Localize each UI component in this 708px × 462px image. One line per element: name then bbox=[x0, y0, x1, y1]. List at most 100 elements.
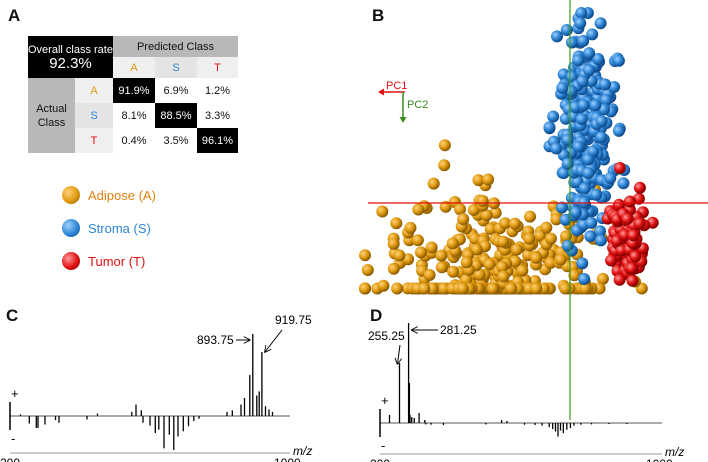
scatter-point-tumor bbox=[625, 262, 638, 275]
scatter-point-stroma bbox=[569, 206, 582, 219]
scatter-point-adipose bbox=[544, 232, 557, 245]
cell-s-t: 3.3% bbox=[204, 109, 231, 122]
scatter-point-stroma bbox=[578, 196, 591, 209]
scatter-point-adipose bbox=[427, 177, 440, 190]
scatter-point-adipose bbox=[497, 270, 510, 283]
scatter-point-adipose bbox=[499, 217, 511, 230]
scatter-point-stroma bbox=[592, 53, 605, 65]
cell-s-a: 8.1% bbox=[121, 109, 147, 122]
pred-t: T bbox=[197, 57, 238, 78]
actual-class-line2: Class bbox=[37, 116, 66, 129]
scatter-point-adipose bbox=[483, 258, 496, 271]
legend-adipose-label: Adipose (A) bbox=[88, 188, 156, 203]
legend-stroma: Stroma (S) bbox=[62, 219, 222, 239]
scatter-point-tumor bbox=[626, 274, 639, 287]
scatter-point-adipose bbox=[390, 217, 403, 230]
scatter-point-tumor bbox=[627, 229, 640, 242]
scatter-point-stroma bbox=[575, 113, 588, 126]
overall-rate-title: Overall class rate bbox=[28, 44, 113, 56]
predicted-class-header: Predicted Class bbox=[113, 36, 238, 57]
scatter-point-stroma bbox=[590, 188, 603, 201]
mz-axis-label: m/z bbox=[293, 444, 312, 458]
scatter-point-adipose bbox=[377, 279, 390, 292]
pc2-arrow-icon bbox=[399, 92, 407, 123]
scatter-point-adipose bbox=[438, 159, 451, 172]
scatter-point-stroma bbox=[595, 131, 608, 144]
scatter-point-tumor bbox=[629, 250, 642, 263]
scatter-point-adipose bbox=[435, 249, 448, 262]
actual-t: T bbox=[75, 128, 113, 153]
spectrum-d: + - 200 1000m/z 255.25 281.25 bbox=[368, 323, 684, 462]
pc1-arrow-icon bbox=[378, 88, 405, 96]
scatter-point-adipose bbox=[361, 264, 374, 276]
scatter-point-adipose bbox=[460, 256, 473, 269]
cell-t-s: 3.5% bbox=[163, 134, 189, 147]
pred-a: A bbox=[113, 57, 155, 78]
cell-s-s: 88.5% bbox=[155, 103, 197, 128]
scatter-point-adipose bbox=[439, 200, 452, 213]
cell-t-a: 0.4% bbox=[121, 134, 147, 147]
tick-label-1000: 1000 bbox=[274, 456, 301, 462]
panel-label-b: B bbox=[372, 6, 385, 25]
scatter-point-stroma bbox=[604, 172, 617, 185]
scatter-point-stroma bbox=[583, 64, 596, 77]
scatter-point-stroma bbox=[560, 24, 573, 36]
negative-sign: - bbox=[11, 431, 15, 446]
scatter-point-tumor bbox=[613, 162, 626, 174]
scatter-point-tumor bbox=[621, 212, 634, 225]
scatter-point-tumor bbox=[632, 192, 645, 205]
scatter-point-adipose bbox=[530, 282, 543, 295]
stroma-ball-icon bbox=[62, 219, 80, 237]
overall-rate-value: 92.3% bbox=[49, 55, 92, 72]
cell-t-t: 96.1% bbox=[197, 128, 238, 153]
scatter-point-tumor bbox=[623, 195, 636, 208]
scatter-point-adipose bbox=[484, 223, 497, 235]
scatter-point-stroma bbox=[557, 167, 570, 179]
scatter-point-stroma bbox=[555, 201, 568, 214]
scatter-point-stroma bbox=[543, 121, 556, 134]
scatter-point-stroma bbox=[608, 81, 621, 93]
scatter-point-adipose bbox=[426, 282, 439, 295]
scatter-point-adipose bbox=[418, 282, 431, 295]
scatter-point-adipose bbox=[523, 232, 536, 245]
confusion-matrix: Overall class rate 92.3% Predicted Class… bbox=[28, 36, 238, 153]
scatter-point-adipose bbox=[454, 203, 466, 216]
scatter-point-stroma bbox=[577, 34, 590, 47]
scatter-point-stroma bbox=[584, 230, 597, 243]
cell-a-s: 6.9% bbox=[163, 84, 189, 97]
scatter-point-stroma bbox=[577, 99, 590, 112]
legend-tumor-label: Tumor (T) bbox=[88, 254, 146, 269]
actual-s: S bbox=[75, 103, 113, 128]
scatter-point-adipose bbox=[472, 174, 485, 187]
scatter-point-adipose bbox=[559, 282, 572, 295]
peak-arrow-255 bbox=[397, 344, 400, 364]
peak-label-893: 893.75 bbox=[197, 333, 234, 347]
scatter-point-adipose bbox=[550, 213, 563, 226]
scatter-point-adipose bbox=[438, 139, 451, 152]
positive-sign: + bbox=[381, 393, 389, 408]
scatter-point-stroma bbox=[551, 30, 563, 43]
panel-label-c: C bbox=[6, 306, 19, 325]
legend-stroma-label: Stroma (S) bbox=[88, 221, 151, 236]
pc2-label: PC2 bbox=[407, 99, 428, 111]
scatter-point-adipose bbox=[467, 204, 480, 216]
scatter-point-stroma bbox=[572, 54, 585, 67]
scatter-point-adipose bbox=[596, 272, 609, 285]
scatter-point-stroma bbox=[556, 81, 569, 94]
positive-sign: + bbox=[11, 386, 19, 401]
scatter-point-stroma bbox=[583, 47, 596, 60]
scatter-point-stroma bbox=[578, 273, 591, 285]
scatter-point-stroma bbox=[586, 28, 599, 41]
cell-a-t: 1.2% bbox=[204, 84, 231, 97]
scatter-point-adipose bbox=[508, 217, 521, 230]
scatter-point-adipose bbox=[476, 194, 489, 207]
scatter-point-adipose bbox=[391, 282, 404, 295]
scatter-point-tumor bbox=[613, 198, 625, 211]
peak-label-281: 281.25 bbox=[440, 323, 477, 337]
scatter-point-stroma bbox=[582, 153, 595, 166]
negative-sign: - bbox=[381, 438, 385, 453]
scatter-point-adipose bbox=[447, 265, 460, 278]
scatter-point-tumor bbox=[633, 181, 646, 194]
actual-a: A bbox=[75, 78, 113, 103]
scatter-point-adipose bbox=[425, 241, 438, 254]
